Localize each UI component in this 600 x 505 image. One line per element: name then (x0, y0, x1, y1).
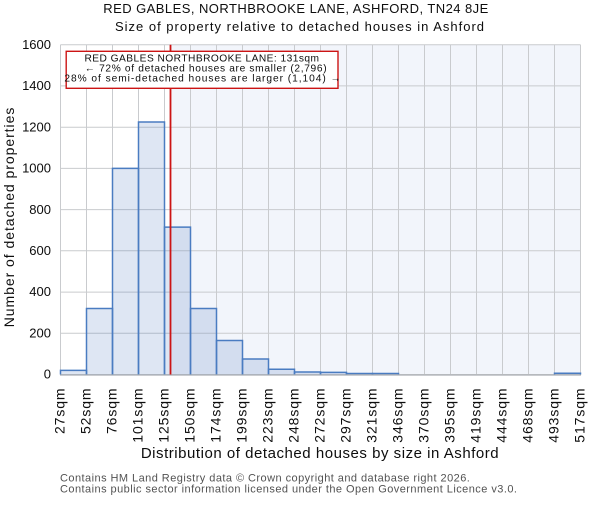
svg-text:272sqm: 272sqm (312, 388, 328, 443)
svg-text:1000: 1000 (22, 161, 51, 176)
svg-text:248sqm: 248sqm (286, 388, 302, 443)
svg-text:28% of semi-detached houses ar: 28% of semi-detached houses are larger (… (64, 73, 341, 84)
svg-text:101sqm: 101sqm (130, 388, 146, 443)
svg-text:Contains HM Land Registry data: Contains HM Land Registry data © Crown c… (60, 473, 470, 485)
svg-text:600: 600 (29, 243, 51, 258)
svg-text:0: 0 (44, 367, 51, 382)
svg-text:200: 200 (29, 326, 51, 341)
svg-text:Size of property relative to d: Size of property relative to detached ho… (115, 19, 485, 34)
svg-text:223sqm: 223sqm (260, 388, 276, 443)
svg-text:321sqm: 321sqm (364, 388, 380, 443)
svg-text:400: 400 (29, 284, 51, 299)
svg-text:444sqm: 444sqm (494, 388, 510, 443)
svg-text:150sqm: 150sqm (182, 388, 198, 443)
svg-text:419sqm: 419sqm (468, 388, 484, 443)
svg-text:346sqm: 346sqm (390, 388, 406, 443)
svg-text:370sqm: 370sqm (416, 388, 432, 443)
svg-text:1600: 1600 (22, 37, 51, 52)
svg-text:297sqm: 297sqm (338, 388, 354, 443)
svg-text:Distribution of detached house: Distribution of detached houses by size … (141, 445, 499, 462)
svg-text:199sqm: 199sqm (234, 388, 250, 443)
svg-text:52sqm: 52sqm (78, 388, 94, 435)
svg-text:395sqm: 395sqm (442, 388, 458, 443)
svg-text:RED GABLES, NORTHBROOKE LANE,: RED GABLES, NORTHBROOKE LANE, ASHFORD, T… (103, 1, 489, 16)
svg-text:RED GABLES NORTHBROOKE LANE: 1: RED GABLES NORTHBROOKE LANE: 131sqm (84, 53, 319, 64)
svg-text:76sqm: 76sqm (104, 388, 120, 435)
svg-text:493sqm: 493sqm (546, 388, 562, 443)
svg-text:1400: 1400 (22, 78, 51, 93)
svg-text:174sqm: 174sqm (208, 388, 224, 443)
svg-text:← 72% of detached houses are s: ← 72% of detached houses are smaller (2,… (85, 63, 328, 74)
svg-text:1200: 1200 (22, 119, 51, 134)
svg-text:125sqm: 125sqm (156, 388, 172, 443)
svg-text:800: 800 (29, 202, 51, 217)
svg-text:27sqm: 27sqm (52, 388, 68, 435)
svg-text:468sqm: 468sqm (520, 388, 536, 443)
svg-text:517sqm: 517sqm (572, 388, 588, 443)
svg-text:Number of detached properties: Number of detached properties (1, 107, 17, 328)
svg-text:Contains public sector informa: Contains public sector information licen… (60, 484, 517, 496)
